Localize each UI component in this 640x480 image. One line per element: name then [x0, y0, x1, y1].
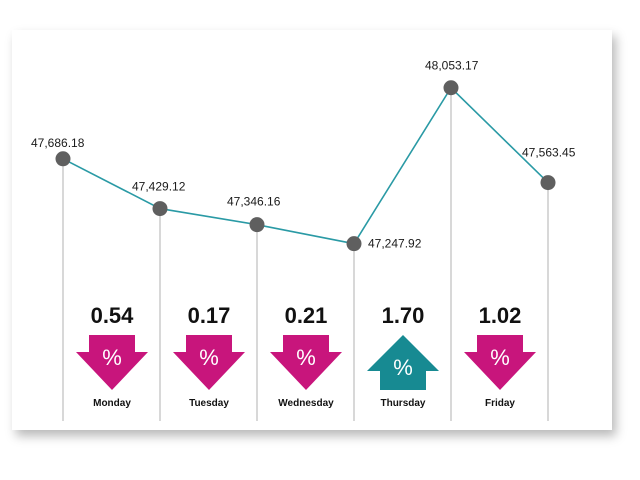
up-arrow-icon	[367, 335, 439, 390]
data-point	[55, 151, 71, 167]
day-label: Tuesday	[189, 398, 229, 409]
percent-change-label: 0.21	[285, 303, 328, 328]
percent-symbol: %	[199, 345, 219, 370]
percent-symbol: %	[296, 345, 316, 370]
down-arrow-icon	[464, 335, 536, 390]
change-block-thursday: 1.70% Thursday	[367, 303, 439, 409]
percent-change-label: 0.54	[91, 303, 135, 328]
day-label: Friday	[485, 398, 515, 409]
chart-card: 47,686.18 47,429.12 47,346.16 47,247.92 48,0…	[12, 30, 612, 430]
percent-change-label: 1.02	[479, 303, 522, 328]
down-arrow-icon	[76, 335, 148, 390]
percent-symbol: %	[102, 345, 122, 370]
day-label: Thursday	[380, 398, 425, 409]
value-label: 47,346.16	[227, 195, 281, 209]
change-block-wednesday: 0.21% Wednesday	[270, 303, 342, 409]
value-label: 47,686.18	[31, 136, 85, 150]
percent-change-label: 0.17	[188, 303, 231, 328]
value-label: 47,563.45	[522, 146, 576, 160]
value-labels: 47,686.18 47,429.12 47,346.16 47,247.92 48,0…	[31, 59, 576, 251]
down-arrow-icon	[173, 335, 245, 390]
value-label: 47,247.92	[368, 237, 422, 251]
series-line	[62, 86, 549, 245]
guide-lines	[62, 87, 549, 421]
line-chart: 47,686.18 47,429.12 47,346.16 47,247.92 48,0…	[31, 59, 576, 421]
percent-symbol: %	[393, 355, 413, 380]
percent-change-label: 1.70	[382, 303, 425, 328]
change-block-monday: 0.54% Monday	[76, 303, 148, 409]
value-label: 47,429.12	[132, 180, 186, 194]
down-arrow-icon	[270, 335, 342, 390]
data-point	[443, 80, 459, 96]
data-point	[152, 201, 168, 217]
value-label: 48,053.17	[425, 59, 479, 73]
data-point	[346, 236, 362, 252]
data-point	[540, 175, 556, 191]
percent-symbol: %	[490, 345, 510, 370]
change-block-tuesday: 0.17% Tuesday	[173, 303, 245, 409]
daily-changes: 0.54% Monday 0.17% Tuesday 0.21% Wednesday 1.7…	[76, 303, 536, 409]
day-label: Wednesday	[278, 398, 334, 409]
day-label: Monday	[93, 398, 131, 409]
change-block-friday: 1.02% Friday	[464, 303, 536, 409]
data-points	[55, 80, 556, 252]
data-point	[249, 217, 265, 233]
